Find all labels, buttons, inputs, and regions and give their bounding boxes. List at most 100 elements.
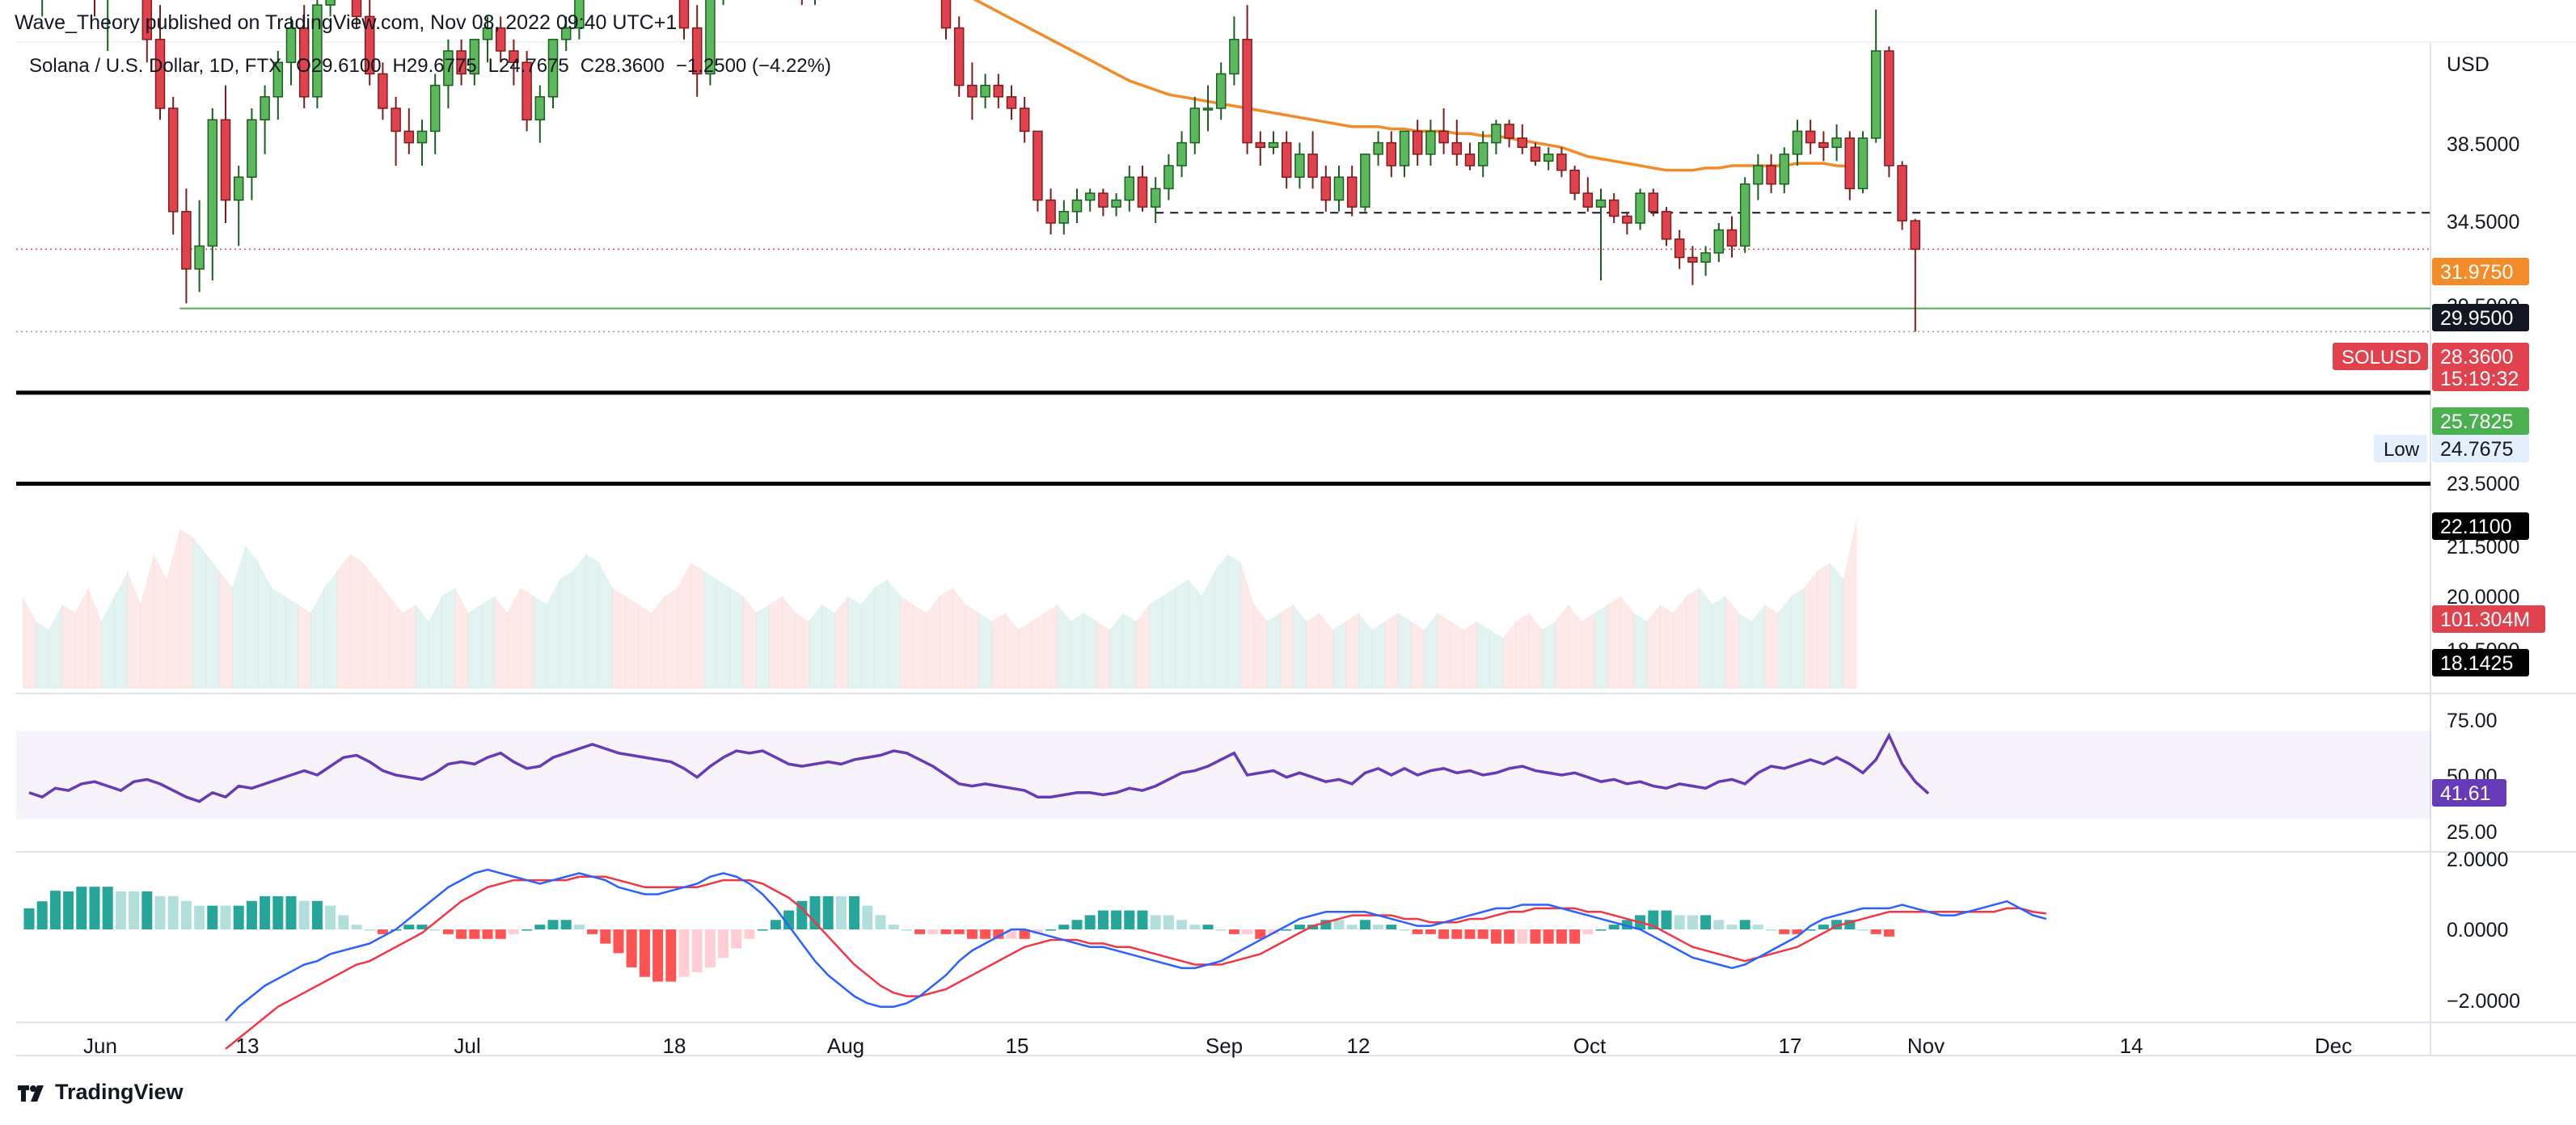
volume-segment	[611, 588, 626, 689]
candles[interactable]	[25, 0, 1921, 332]
rsi-pane	[16, 731, 2430, 820]
candle	[574, 0, 585, 40]
candle	[1098, 188, 1109, 217]
macd-histogram-bar	[36, 901, 48, 929]
macd-histogram-bar	[1569, 929, 1581, 944]
macd-histogram-bar	[141, 891, 153, 929]
volume-segment	[1555, 605, 1569, 689]
candle	[1320, 166, 1332, 212]
macd-pane	[23, 868, 2047, 1050]
volume-segment	[729, 588, 744, 689]
candle-body	[1805, 130, 1816, 144]
ma-price-label: 31.9750	[2440, 261, 2513, 284]
candle	[1399, 130, 1410, 178]
candle	[1084, 188, 1096, 212]
volume-segment	[651, 596, 665, 689]
candle	[534, 85, 546, 143]
moving-average	[973, 0, 1850, 172]
candle-body	[1504, 124, 1514, 139]
macd-histogram-bar	[1176, 920, 1188, 929]
volume-segment	[585, 554, 600, 689]
symbol-tag: SOLUSD	[2342, 347, 2422, 369]
candle-body	[1477, 141, 1489, 166]
time-tick-label: 18	[663, 1034, 686, 1058]
candle	[967, 62, 978, 120]
macd-histogram-bar	[1097, 910, 1109, 929]
macd-histogram-bar	[1621, 920, 1632, 929]
candle	[469, 39, 480, 86]
rsi-tick-label: 25.00	[2447, 821, 2498, 844]
candle	[1229, 16, 1239, 86]
change-value: −1.2500 (−4.22%)	[675, 55, 831, 77]
candle	[1373, 131, 1383, 166]
candle	[1661, 207, 1672, 246]
macd-histogram-bar	[1333, 920, 1345, 929]
macd-histogram-bar	[495, 929, 506, 939]
candle-body	[1739, 183, 1750, 247]
candle	[325, 0, 336, 17]
candle-body	[429, 84, 441, 133]
candle-body	[207, 119, 218, 247]
volume-segment	[834, 596, 848, 689]
candle	[1543, 147, 1554, 171]
volume-segment	[284, 596, 298, 689]
symbol-title[interactable]: Solana / U.S. Dollar, 1D, FTX	[29, 55, 282, 77]
candle-body	[1556, 154, 1567, 171]
volume-segment	[1450, 621, 1464, 689]
volume-segment	[310, 588, 324, 689]
price-axis[interactable]: USD38.500034.500029.500023.500021.500020…	[2333, 53, 2545, 1013]
candle-body	[351, 0, 362, 18]
volume-segment	[1266, 613, 1281, 689]
macd-histogram-bar	[744, 929, 755, 939]
candle-body	[1386, 141, 1397, 166]
volume-segment	[441, 588, 455, 689]
candle	[364, 0, 375, 86]
macd-histogram-bar	[1517, 929, 1528, 944]
candle	[1530, 142, 1541, 166]
macd-histogram-bar	[1255, 929, 1266, 939]
volume-segment	[769, 596, 783, 689]
volume-segment	[1620, 596, 1634, 689]
volume-segment	[1699, 588, 1713, 689]
candle-body	[1491, 124, 1501, 144]
candle-body	[469, 39, 480, 75]
candle-body	[1202, 107, 1214, 111]
volume-segment	[1738, 613, 1752, 689]
volume-segment	[1280, 605, 1294, 689]
candle-body	[534, 96, 546, 120]
macd-histogram-bar	[849, 895, 860, 929]
macd-histogram-bar	[1870, 929, 1881, 934]
candle-body	[1884, 50, 1894, 166]
volume-segment	[978, 613, 993, 689]
candle	[298, 5, 310, 108]
candle-body	[509, 50, 519, 63]
macd-histogram-bar	[102, 887, 113, 929]
candle-body	[1451, 141, 1463, 155]
macd-histogram-bar	[757, 929, 768, 931]
time-axis[interactable]: Jun 13 Jul 18 Aug 15 Sep 12 Oct 17 Nov 14 Dec	[83, 1034, 2352, 1058]
candle	[1386, 131, 1397, 178]
candle-body	[1229, 39, 1239, 75]
candle	[1006, 85, 1017, 120]
volume-segment	[1345, 613, 1359, 689]
tradingview-brand[interactable]: TradingView	[16, 1080, 184, 1105]
open-value: O29.6100	[296, 55, 382, 77]
volume-segment	[1135, 605, 1150, 689]
macd-histogram-bar	[429, 929, 441, 931]
candle-body	[1124, 176, 1135, 201]
countdown-label: 15:19:32	[2440, 368, 2519, 390]
volume-segment	[1804, 571, 1818, 689]
candle-body	[1215, 73, 1227, 109]
volume-segment	[703, 571, 717, 689]
volume-segment	[61, 605, 76, 689]
candle	[1766, 154, 1776, 194]
candle	[443, 39, 454, 108]
volume-segment	[1109, 613, 1124, 689]
volume-label-bg	[2432, 605, 2545, 633]
volume-segment	[298, 605, 311, 689]
candle-body	[495, 27, 506, 52]
candle-body	[1464, 154, 1476, 166]
volume-segment	[101, 596, 115, 689]
candle-body	[1346, 176, 1358, 208]
candle	[260, 85, 270, 154]
